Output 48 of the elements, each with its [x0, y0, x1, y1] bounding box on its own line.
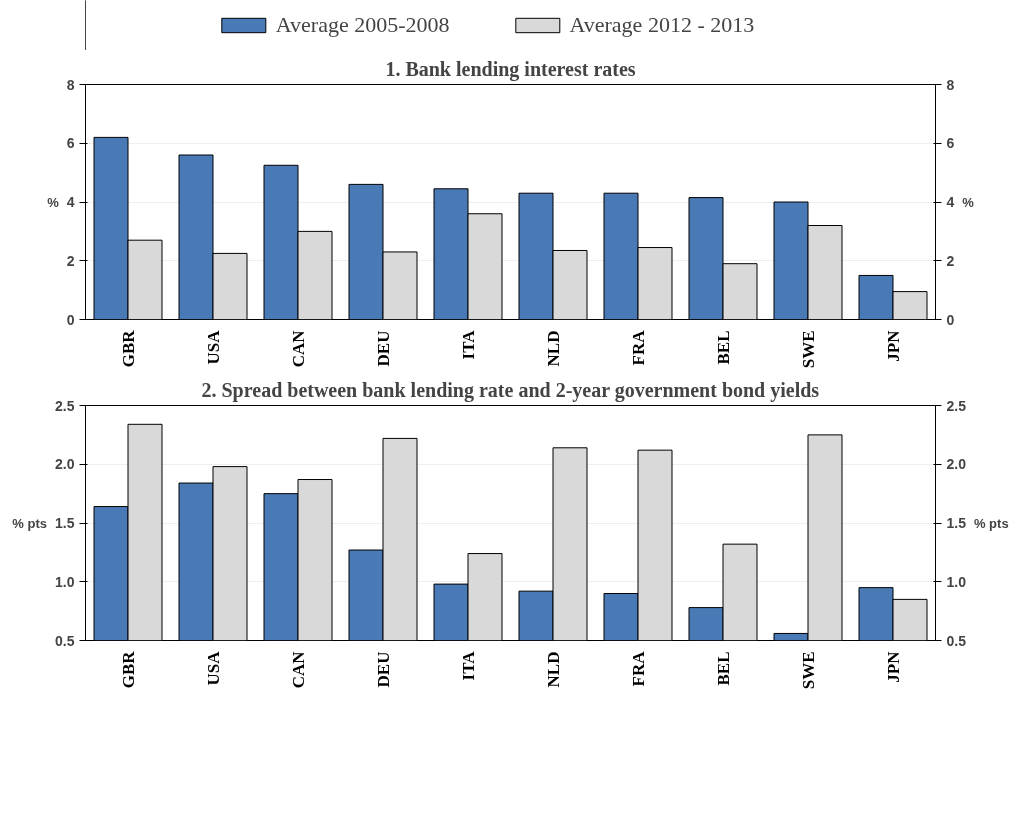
y2-tick-label: 1.5 [946, 515, 967, 531]
x-tick-label: DEU [373, 330, 393, 367]
x-tick-label: JPN [883, 329, 903, 362]
x-tick-label: BEL [713, 330, 733, 365]
chart-title: 1. Bank lending interest rates [385, 57, 636, 81]
x-tick-label: ITA [458, 329, 478, 360]
legend-label: Average 2012 - 2013 [569, 12, 755, 38]
y-axis-title: % pts [12, 515, 48, 531]
x-tick-label: USA [203, 650, 223, 686]
y2-tick-label: 2.5 [946, 397, 967, 414]
y2-tick-label: 0.5 [946, 632, 967, 649]
x-tick-label: BEL [713, 651, 733, 686]
x-tick-label: JPN [883, 650, 903, 683]
x-tick-label: ITA [458, 650, 478, 681]
y2-tick-label: 0 [946, 311, 955, 328]
x-tick-label: USA [203, 329, 223, 365]
x-tick-label: DEU [373, 651, 393, 688]
y-tick-label: 0.5 [55, 632, 75, 649]
y2-tick-label: 2.0 [946, 456, 967, 473]
y-tick-label: 0 [66, 311, 75, 328]
x-tick-label: GBR [118, 650, 138, 689]
chart-title: 2. Spread between bank lending rate and 2-year government bond yields [201, 378, 820, 402]
y-tick-label: 2.0 [55, 456, 75, 473]
y-tick-label: 6 [66, 135, 75, 152]
y2-tick-label: 6 [946, 135, 955, 152]
y-tick-label: 1.5 [55, 515, 75, 531]
y2-tick-label: 1.0 [946, 573, 967, 590]
y2-axis-title: % pts [973, 515, 1009, 531]
y2-tick-label: 2 [946, 252, 955, 269]
y-axis-title: % [47, 194, 60, 210]
y2-tick-label: 4 [946, 194, 955, 210]
x-tick-label: FRA [628, 329, 648, 366]
x-tick-label: SWE [798, 651, 818, 690]
x-tick-label: GBR [118, 329, 138, 368]
y2-tick-label: 8 [946, 76, 955, 93]
y-tick-label: 2.5 [55, 397, 75, 414]
y2-axis-title: % [962, 194, 975, 210]
x-tick-label: NLD [543, 330, 563, 367]
x-tick-label: CAN [288, 329, 308, 368]
y-tick-label: 2 [66, 252, 75, 269]
x-tick-label: SWE [798, 330, 818, 369]
legend-label: Average 2005-2008 [275, 12, 450, 38]
y-tick-label: 8 [66, 76, 75, 93]
y-tick-label: 4 [66, 194, 75, 210]
x-tick-label: NLD [543, 651, 563, 688]
y-tick-label: 1.0 [55, 573, 75, 590]
x-tick-label: CAN [288, 650, 308, 689]
x-tick-label: FRA [628, 650, 648, 687]
